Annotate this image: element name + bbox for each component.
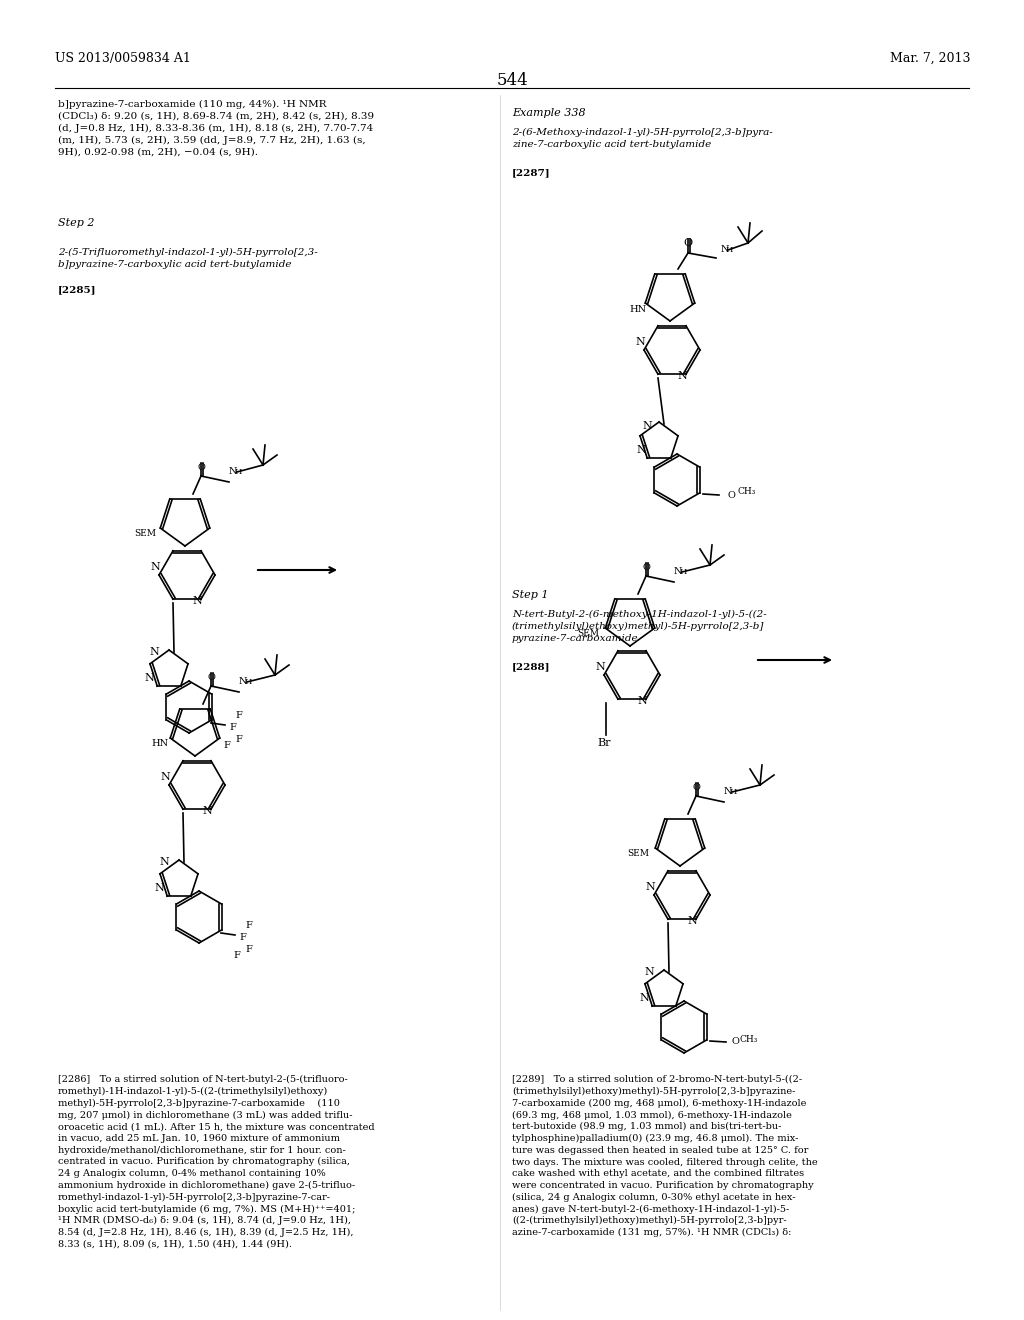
Text: H: H xyxy=(730,788,737,796)
Text: [2285]: [2285] xyxy=(58,285,96,294)
Text: F: F xyxy=(234,710,242,719)
Text: [2288]: [2288] xyxy=(512,663,551,671)
Text: H: H xyxy=(245,678,252,686)
Text: HN: HN xyxy=(152,739,169,748)
Text: O: O xyxy=(207,672,215,681)
Text: N: N xyxy=(151,562,160,572)
Text: N: N xyxy=(677,371,687,381)
Text: F: F xyxy=(245,945,252,953)
Text: N: N xyxy=(635,337,645,347)
Text: H: H xyxy=(234,469,243,477)
Text: O: O xyxy=(642,562,650,572)
Text: SEM: SEM xyxy=(577,630,599,639)
Text: US 2013/0059834 A1: US 2013/0059834 A1 xyxy=(55,51,190,65)
Text: N: N xyxy=(144,673,154,682)
Text: F: F xyxy=(223,741,229,750)
Text: H: H xyxy=(680,568,687,576)
Text: F: F xyxy=(229,722,236,731)
Text: O: O xyxy=(197,462,205,471)
Text: F: F xyxy=(239,932,246,941)
Text: [2287]: [2287] xyxy=(512,168,551,177)
Text: N: N xyxy=(724,788,732,796)
Text: [2286]   To a stirred solution of N-tert-butyl-2-(5-(trifluoro-
romethyl)-1H-ind: [2286] To a stirred solution of N-tert-b… xyxy=(58,1074,375,1249)
Text: N: N xyxy=(155,883,164,894)
Text: N: N xyxy=(644,968,654,977)
Text: N: N xyxy=(595,663,605,672)
Text: F: F xyxy=(234,734,242,743)
Text: 544: 544 xyxy=(496,73,528,88)
Text: Step 2: Step 2 xyxy=(58,218,94,228)
Text: N: N xyxy=(229,467,238,477)
Text: [2289]   To a stirred solution of 2-bromo-N-tert-butyl-5-((2-
(trimethylsilyl)et: [2289] To a stirred solution of 2-bromo-… xyxy=(512,1074,817,1237)
Text: N: N xyxy=(637,696,647,706)
Text: O: O xyxy=(683,238,692,248)
Text: CH₃: CH₃ xyxy=(737,487,756,496)
Text: H: H xyxy=(726,246,733,253)
Text: N: N xyxy=(159,857,169,867)
Text: N: N xyxy=(239,677,248,686)
Text: N: N xyxy=(193,597,202,606)
Text: N: N xyxy=(687,916,697,927)
Text: N: N xyxy=(642,421,652,432)
Text: N: N xyxy=(202,807,212,816)
Text: N: N xyxy=(645,882,655,892)
Text: O: O xyxy=(692,783,700,792)
Text: N: N xyxy=(674,568,683,577)
Text: 2-(6-Methoxy-indazol-1-yl)-5H-pyrrolo[2,3-b]pyra-
zine-7-carboxylic acid tert-bu: 2-(6-Methoxy-indazol-1-yl)-5H-pyrrolo[2,… xyxy=(512,128,773,149)
Text: 2-(5-Trifluoromethyl-indazol-1-yl)-5H-pyrrolo[2,3-
b]pyrazine-7-carboxylic acid : 2-(5-Trifluoromethyl-indazol-1-yl)-5H-py… xyxy=(58,248,317,269)
Text: N: N xyxy=(150,647,159,657)
Text: SEM: SEM xyxy=(134,529,156,539)
Text: Br: Br xyxy=(597,738,610,748)
Text: Mar. 7, 2013: Mar. 7, 2013 xyxy=(890,51,970,65)
Text: F: F xyxy=(233,950,240,960)
Text: F: F xyxy=(245,920,252,929)
Text: O: O xyxy=(727,491,735,499)
Text: CH₃: CH₃ xyxy=(740,1035,759,1044)
Text: Step 1: Step 1 xyxy=(512,590,549,601)
Text: N: N xyxy=(636,445,646,455)
Text: b]pyrazine-7-carboxamide (110 mg, 44%). ¹H NMR
(CDCl₃) δ: 9.20 (s, 1H), 8.69-8.7: b]pyrazine-7-carboxamide (110 mg, 44%). … xyxy=(58,100,374,157)
Text: N: N xyxy=(160,772,170,781)
Text: SEM: SEM xyxy=(627,850,649,858)
Text: N-tert-Butyl-2-(6-methoxy-1H-indazol-1-yl)-5-((2-
(trimethylsilyl)ethoxy)methyl): N-tert-Butyl-2-(6-methoxy-1H-indazol-1-y… xyxy=(512,610,767,643)
Text: N: N xyxy=(721,246,729,255)
Text: N: N xyxy=(639,993,649,1003)
Text: HN: HN xyxy=(630,305,646,314)
Text: O: O xyxy=(732,1038,740,1047)
Text: Example 338: Example 338 xyxy=(512,108,586,117)
